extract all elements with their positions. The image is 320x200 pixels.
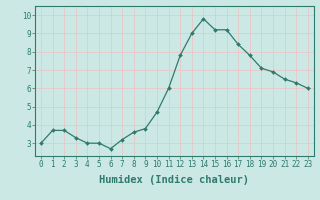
X-axis label: Humidex (Indice chaleur): Humidex (Indice chaleur) xyxy=(100,175,249,185)
